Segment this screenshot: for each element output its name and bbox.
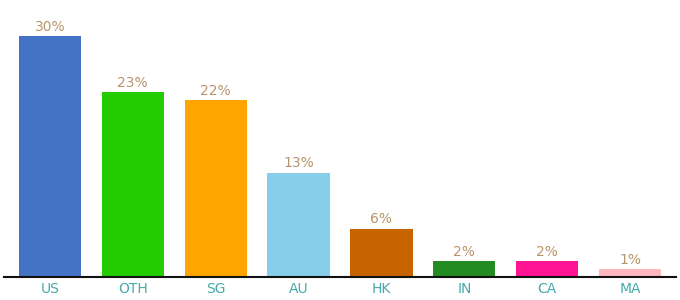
Bar bbox=[267, 173, 330, 277]
Text: 2%: 2% bbox=[454, 244, 475, 259]
Text: 22%: 22% bbox=[201, 84, 231, 98]
Bar bbox=[18, 36, 81, 277]
Text: 30%: 30% bbox=[35, 20, 65, 34]
Text: 2%: 2% bbox=[537, 244, 558, 259]
Text: 6%: 6% bbox=[371, 212, 392, 226]
Bar bbox=[184, 100, 247, 277]
Bar bbox=[433, 261, 496, 277]
Bar bbox=[101, 92, 164, 277]
Text: 13%: 13% bbox=[283, 156, 314, 170]
Bar bbox=[350, 229, 413, 277]
Text: 1%: 1% bbox=[619, 253, 641, 266]
Text: 23%: 23% bbox=[118, 76, 148, 90]
Bar bbox=[599, 269, 662, 277]
Bar bbox=[516, 261, 579, 277]
